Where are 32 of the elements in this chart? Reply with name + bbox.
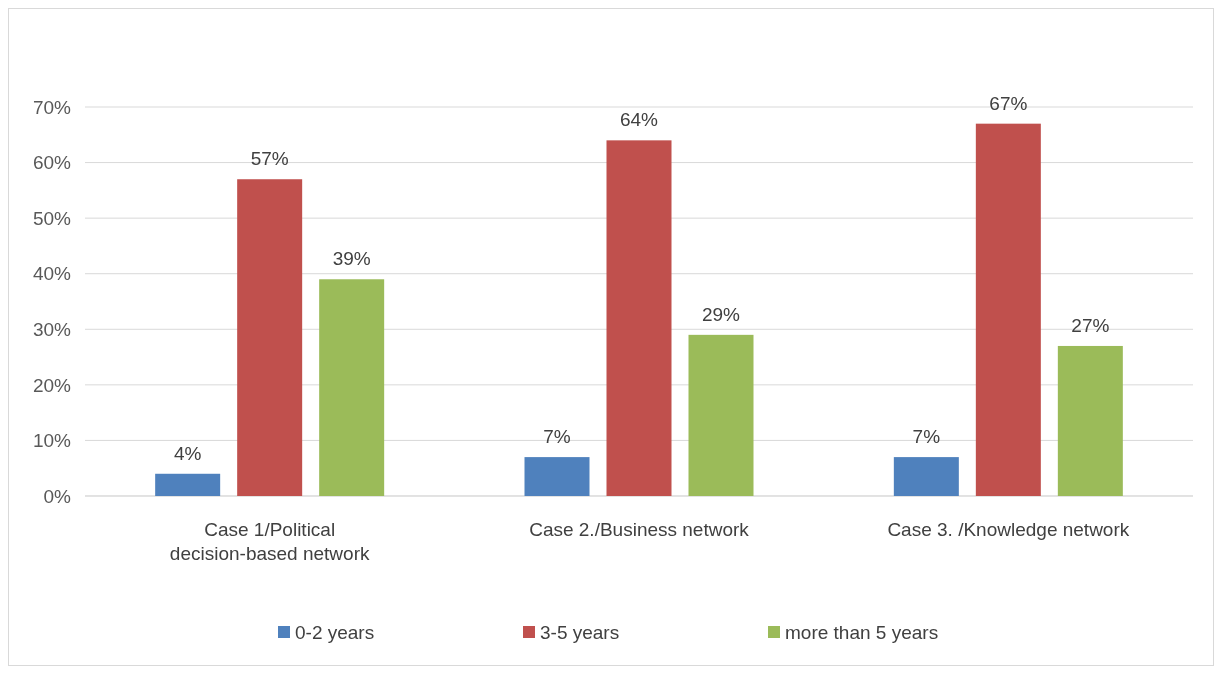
x-tick-label: Case 2./Business network xyxy=(529,519,750,540)
data-label: 67% xyxy=(989,92,1028,114)
y-tick-label: 10% xyxy=(32,430,72,452)
bar xyxy=(1057,345,1123,496)
x-tick-label: Case 3. /Knowledge network xyxy=(887,519,1130,540)
legend-label: 3-5 years xyxy=(540,621,620,643)
data-label: 7% xyxy=(912,426,941,448)
y-tick-label: 60% xyxy=(32,152,72,174)
y-tick-label: 70% xyxy=(32,96,72,118)
data-label: 29% xyxy=(701,303,741,325)
y-tick-label: 50% xyxy=(32,207,72,229)
bar xyxy=(237,179,303,496)
y-tick-label: 0% xyxy=(43,485,72,507)
data-label: 57% xyxy=(250,148,289,170)
data-label: 27% xyxy=(1071,314,1110,336)
y-tick-label: 30% xyxy=(32,318,72,340)
legend-label: 0-2 years xyxy=(295,621,375,643)
data-label: 4% xyxy=(173,442,202,464)
bar xyxy=(524,457,590,496)
bar xyxy=(688,334,754,496)
legend-label: more than 5 years xyxy=(785,621,939,643)
bar xyxy=(606,140,672,496)
data-label: 64% xyxy=(619,109,659,131)
bar xyxy=(319,279,385,496)
data-label: 39% xyxy=(332,248,371,270)
bar xyxy=(975,123,1041,496)
data-label: 7% xyxy=(543,426,571,448)
y-tick-label: 20% xyxy=(32,374,72,396)
y-tick-label: 40% xyxy=(32,263,72,285)
x-tick-label: Case 1/Political decision-based network xyxy=(169,519,370,564)
bar xyxy=(155,473,221,496)
bar xyxy=(893,457,959,496)
